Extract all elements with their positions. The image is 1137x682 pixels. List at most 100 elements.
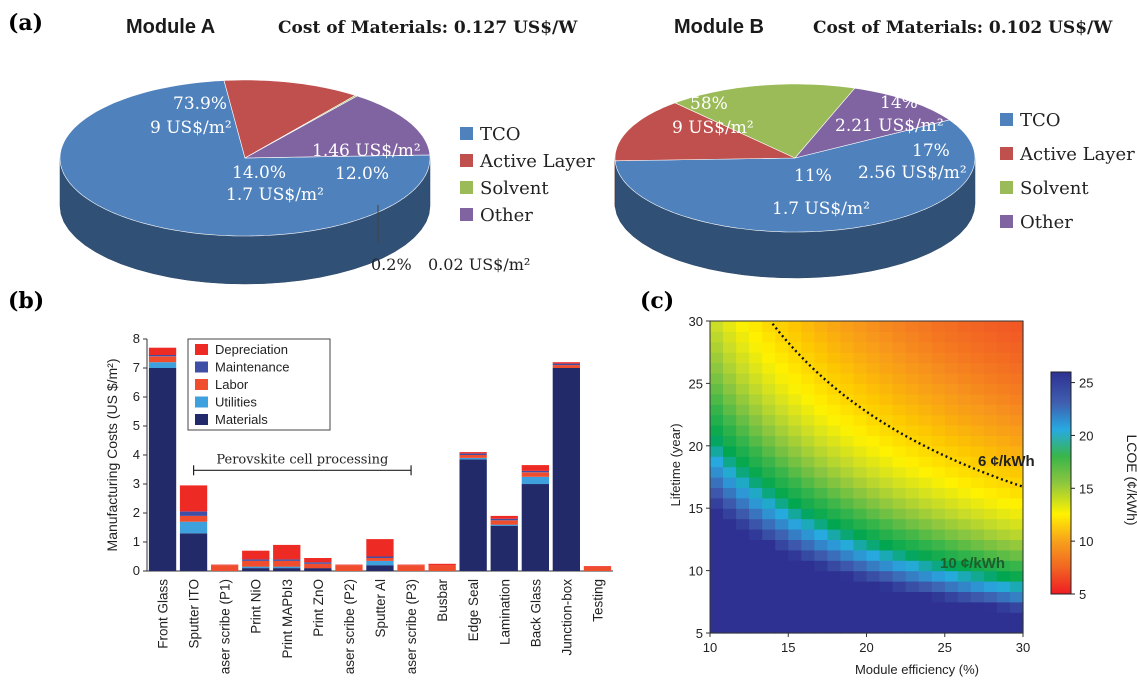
bar-legend: Depreciation Maintenance Labor Utilities Mat… — [187, 338, 331, 431]
heatmap-cell — [879, 560, 894, 572]
heatmap-cell — [736, 508, 750, 520]
heatmap-cell — [918, 414, 933, 426]
heatmap-cell — [775, 612, 789, 624]
heatmap-cell — [957, 456, 972, 468]
heatmap-cell — [723, 477, 737, 488]
heatmap-cell — [749, 601, 763, 613]
heatmap-cell — [840, 497, 854, 509]
heatmap-cell — [983, 445, 998, 457]
bar-segment-depreciation — [428, 563, 456, 566]
bar-segment-labor — [273, 560, 301, 567]
heatmap-cell — [723, 362, 737, 374]
heatmap-cell — [723, 373, 737, 384]
heatmap-cell — [879, 539, 894, 551]
colorbar-label: LCOE (¢/kWh) — [1124, 434, 1137, 525]
heatmap-cell — [723, 601, 737, 613]
bar-segment-maintenance — [552, 363, 580, 366]
heatmap-cell — [944, 404, 959, 416]
heatmap-cell — [801, 425, 815, 436]
bar-y-tick-label: 6 — [133, 389, 140, 404]
heatmap-cell — [918, 497, 933, 509]
heatmap-cell — [736, 352, 750, 364]
heatmap-cell — [905, 445, 920, 457]
heatmap-cell — [918, 425, 933, 436]
heatmap-cell — [853, 539, 868, 551]
heatmap-cell — [827, 425, 841, 436]
heatmap-cell — [866, 341, 881, 353]
bar-segment-depreciation — [304, 558, 332, 563]
bar-legend-swatch-depreciation — [195, 344, 208, 355]
heatmap-cell — [853, 591, 868, 603]
heatmap-cell — [931, 518, 946, 530]
heatmap-cell — [749, 373, 763, 384]
bar-segment-depreciation — [366, 539, 394, 557]
heatmap-cell — [814, 404, 828, 416]
bar-segment-maintenance — [521, 470, 549, 473]
heatmap-cell — [749, 622, 763, 634]
heatmap-cell — [996, 414, 1011, 426]
heatmap-cell — [957, 570, 972, 582]
heatmap-cell — [1010, 570, 1024, 582]
heatmap-cell — [1010, 591, 1024, 603]
heatmap-cell — [840, 321, 854, 332]
bar-segment-depreciation — [490, 515, 518, 519]
heatmap-cell — [970, 352, 985, 364]
bar-segment-materials — [242, 568, 270, 571]
heatmap-cell — [762, 383, 776, 395]
heatmap-cell — [762, 373, 776, 384]
pie-slice-active-layer — [614, 102, 796, 162]
heatmap-cell — [814, 456, 828, 468]
heatmap-cell — [957, 549, 972, 561]
heatmap-cell — [983, 456, 998, 468]
legend-swatch-other — [460, 208, 473, 221]
heatmap-cell — [710, 393, 724, 405]
heatmap-cell — [879, 321, 894, 332]
heatmap-cell — [814, 591, 828, 603]
bar-legend-label-maintenance: Maintenance — [215, 360, 289, 375]
heatmap-cell — [710, 435, 724, 447]
heatmap-cell — [736, 383, 750, 395]
heatmap-cell — [788, 591, 802, 603]
bar-segment-labor — [459, 455, 487, 458]
heatmap-cell — [762, 622, 776, 634]
legend-swatch-other — [1000, 215, 1013, 228]
heatmap-cell — [1010, 321, 1024, 332]
heatmap-cell — [814, 622, 828, 634]
heatmap-cell — [866, 383, 881, 395]
legend-label-active-layer: Active Layer — [1019, 144, 1135, 165]
heatmap-cell — [801, 601, 815, 613]
heatmap-cell — [931, 560, 946, 572]
heatmap-cell — [944, 570, 959, 582]
heatmap-cell — [983, 529, 998, 540]
heatmap-cell — [931, 321, 946, 332]
heatmap-cell — [840, 549, 854, 561]
heatmap-cell — [736, 321, 750, 332]
heatmap-cell — [814, 331, 828, 343]
heatmap-cell — [918, 529, 933, 540]
heatmap-cell — [983, 622, 998, 634]
bar-segment-materials — [459, 459, 487, 571]
heatmap-cell — [866, 539, 881, 551]
heatmap-cell — [879, 487, 894, 499]
heatmap-cell — [736, 529, 750, 540]
bar-y-tick-label: 3 — [133, 476, 140, 491]
heatmap-cell — [944, 622, 959, 634]
heatmap-cell — [957, 601, 972, 613]
heatmap-cell — [736, 393, 750, 405]
heatmap-cell — [879, 549, 894, 561]
heatmap-cell — [879, 445, 894, 457]
heatmap-cell — [866, 352, 881, 364]
legend-swatch-solvent — [1000, 181, 1013, 194]
heatmap-cell — [723, 612, 737, 624]
heatmap-cell — [866, 622, 881, 634]
heatmap-cell — [905, 601, 920, 613]
heatmap-cell — [762, 321, 776, 332]
heatmap-cell — [840, 456, 854, 468]
heatmap-cell — [749, 456, 763, 468]
bar-segment-labor — [583, 566, 612, 571]
heatmap-cell — [983, 362, 998, 374]
heatmap-cell — [853, 383, 868, 395]
heatmap-cell — [892, 581, 907, 592]
heatmap-cell — [983, 612, 998, 624]
